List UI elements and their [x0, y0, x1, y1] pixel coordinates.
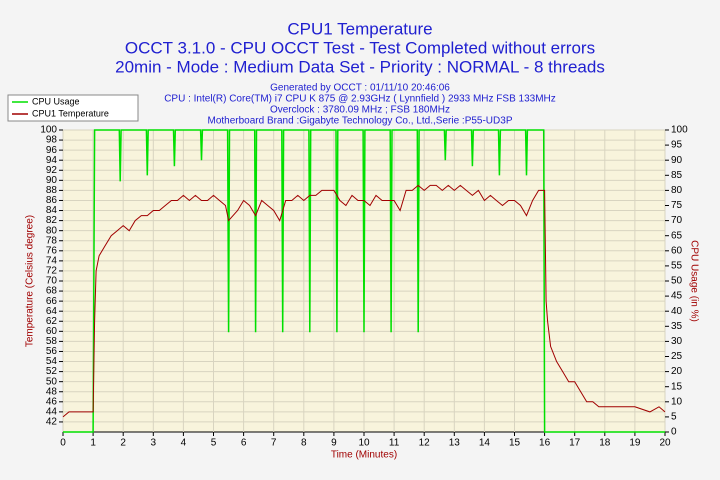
chart-title: CPU1 Temperature [287, 19, 432, 38]
y2-tick-label: 60 [671, 245, 683, 256]
y2-tick-label: 40 [671, 306, 683, 317]
series-line [62, 184, 666, 418]
y2-tick-label: 50 [671, 276, 683, 287]
y2-tick-label: 35 [671, 321, 683, 332]
x-tick-label: 10 [358, 438, 370, 449]
x-axis-label: Time (Minutes) [331, 450, 397, 461]
y-tick-label: 42 [46, 417, 58, 428]
y-tick-label: 100 [40, 125, 57, 136]
legend-box [7, 94, 139, 122]
y-tick-label: 88 [46, 185, 58, 196]
x-tick-label: 11 [389, 438, 400, 449]
x-tick-label: 2 [120, 438, 126, 449]
x-tick-label: 9 [331, 438, 337, 449]
y2-tick-label: 95 [671, 140, 683, 151]
x-tick-label: 8 [301, 438, 307, 449]
y-tick-label: 86 [46, 195, 58, 206]
chart-subtitle: 20min - Mode : Medium Data Set - Priorit… [115, 57, 605, 76]
y-tick-label: 56 [46, 346, 58, 357]
y-tick-label: 70 [46, 276, 58, 287]
y-tick-label: 68 [46, 286, 58, 297]
x-tick-label: 5 [211, 438, 217, 449]
y2-tick-label: 5 [671, 412, 677, 423]
info-line: Generated by OCCT : 01/11/10 20:46:06 [270, 83, 450, 94]
y2-tick-label: 30 [671, 336, 683, 347]
y2-axis-label: CPU Usage (in %) [688, 240, 699, 322]
y-tick-label: 80 [46, 225, 58, 236]
y-tick-label: 98 [46, 135, 58, 146]
info-line: CPU : Intel(R) Core(TM) i7 CPU K 875 @ 2… [164, 94, 556, 105]
x-tick-label: 3 [151, 438, 157, 449]
y-tick-label: 96 [46, 145, 58, 156]
x-tick-label: 17 [569, 438, 581, 449]
x-tick-label: 13 [449, 438, 461, 449]
y-tick-label: 94 [46, 155, 58, 166]
y-axis-label: Temperature (Celsius degree) [25, 215, 36, 347]
info-line: Overclock : 3780.09 MHz ; FSB 180MHz [270, 105, 450, 116]
y-tick-label: 64 [46, 306, 58, 317]
x-tick-label: 16 [539, 438, 551, 449]
x-tick-label: 1 [90, 438, 96, 449]
y-tick-label: 50 [46, 376, 58, 387]
y-tick-label: 74 [46, 256, 58, 267]
x-tick-label: 18 [599, 438, 611, 449]
x-tick-label: 7 [271, 438, 277, 449]
y-tick-label: 66 [46, 296, 58, 307]
y2-tick-label: 55 [671, 261, 683, 272]
y-tick-label: 52 [46, 366, 58, 377]
y-tick-label: 76 [46, 245, 58, 256]
y-tick-label: 92 [46, 165, 58, 176]
legend-label: CPU Usage [32, 96, 80, 106]
y-tick-label: 60 [46, 326, 58, 337]
y2-tick-label: 15 [671, 381, 683, 392]
y2-tick-label: 0 [671, 427, 677, 438]
y-tick-label: 72 [46, 266, 58, 277]
x-tick-label: 14 [479, 438, 491, 449]
y2-tick-label: 80 [671, 185, 683, 196]
y2-tick-label: 70 [671, 215, 683, 226]
series-line [63, 129, 665, 433]
x-tick-label: 4 [181, 438, 187, 449]
y-tick-label: 48 [46, 386, 58, 397]
chart-subtitle: OCCT 3.1.0 - CPU OCCT Test - Test Comple… [125, 38, 595, 57]
x-tick-label: 19 [629, 438, 641, 449]
x-tick-label: 0 [60, 438, 66, 449]
x-tick-label: 15 [509, 438, 521, 449]
x-tick-label: 20 [659, 438, 671, 449]
y2-tick-label: 25 [671, 351, 683, 362]
y-tick-label: 82 [46, 215, 58, 226]
info-line: Motherboard Brand :Gigabyte Technology C… [208, 116, 513, 127]
y2-tick-label: 65 [671, 230, 683, 241]
y2-tick-label: 100 [671, 125, 688, 136]
y-tick-label: 78 [46, 235, 58, 246]
y-tick-label: 46 [46, 396, 58, 407]
y2-tick-label: 85 [671, 170, 683, 181]
y-tick-label: 44 [46, 407, 58, 418]
y2-tick-label: 10 [671, 396, 683, 407]
y-tick-label: 84 [46, 205, 58, 216]
legend-label: CPU1 Temperature [32, 108, 109, 118]
y-tick-label: 62 [46, 316, 58, 327]
y2-tick-label: 45 [671, 291, 683, 302]
y2-tick-label: 90 [671, 155, 683, 166]
y2-tick-label: 75 [671, 200, 683, 211]
y-tick-label: 54 [46, 356, 58, 367]
x-tick-label: 12 [419, 438, 431, 449]
y2-tick-label: 20 [671, 366, 683, 377]
y-tick-label: 58 [46, 336, 58, 347]
x-tick-label: 6 [241, 438, 247, 449]
y-tick-label: 90 [46, 175, 58, 186]
